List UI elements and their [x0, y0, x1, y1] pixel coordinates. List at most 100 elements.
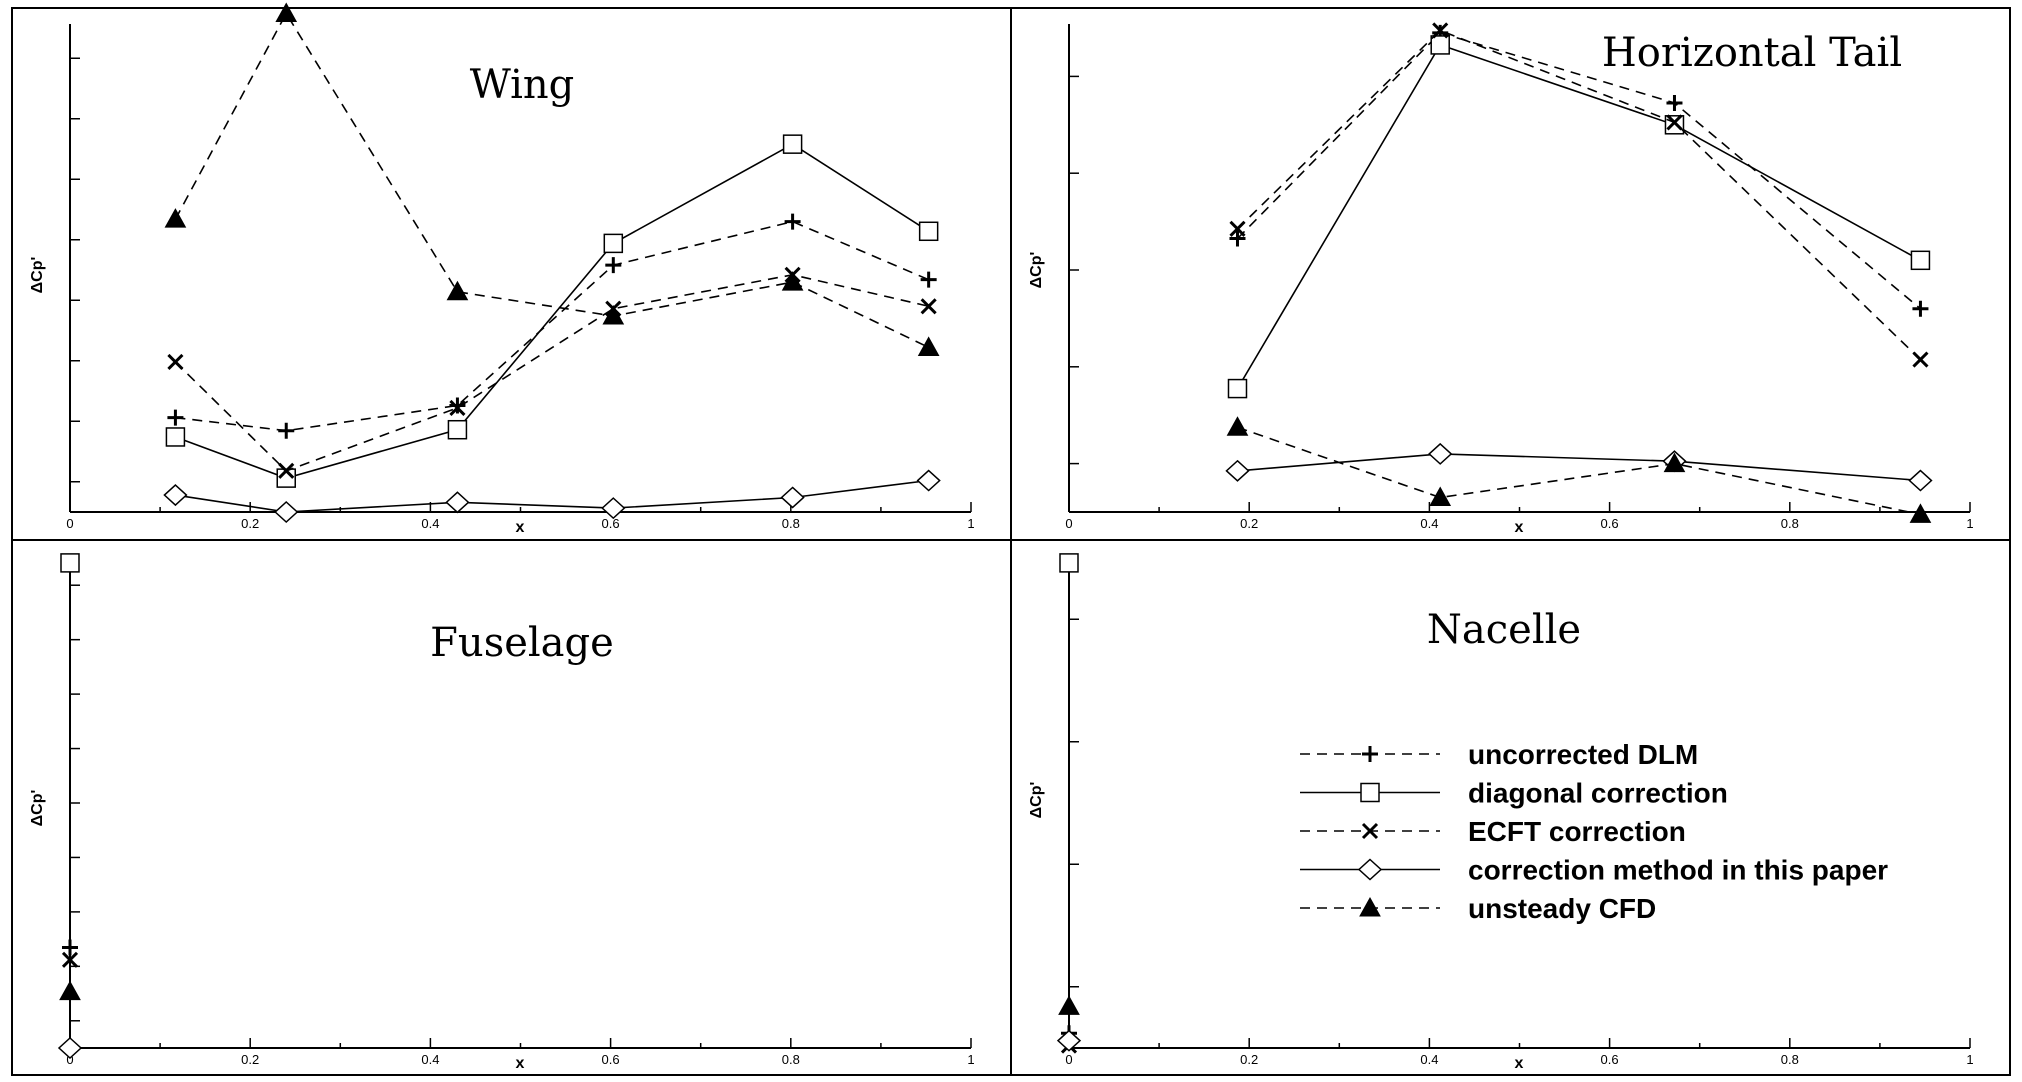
data-point-uncorrected-dlm: [1229, 230, 1246, 247]
data-point-unsteady-cfd: [164, 208, 187, 228]
panel-frame-nacelle: [1010, 539, 2011, 1076]
legend-item-diagonal-correction: diagonal correction: [1300, 778, 1728, 809]
x-tick-label: 0: [1065, 516, 1072, 531]
legend-marker-correction-method-in-this-paper: [1357, 858, 1383, 881]
legend-item-ecft-correction: ECFT correction: [1300, 816, 1686, 847]
data-point-diagonal-correction: [165, 427, 186, 447]
legend-label: diagonal correction: [1468, 778, 1728, 809]
chart-panel-nacelle: 0 0.2 0.4 0.6 0.8 1 x ΔCp' Nacelle: [1028, 553, 1974, 1072]
legend-item-unsteady-cfd: unsteady CFD: [1300, 893, 1656, 924]
data-point-correction-method-in-this-paper: [445, 491, 470, 514]
series-line-uncorrected-dlm: [175, 220, 930, 432]
data-point-uncorrected-dlm: [784, 213, 801, 230]
chart-legend: uncorrected DLM diagonal correction ECFT c…: [1300, 739, 1888, 924]
x-tick-label: 0.6: [602, 516, 620, 531]
data-point-unsteady-cfd: [446, 280, 469, 301]
x-tick-label: 0.6: [1601, 516, 1619, 531]
legend-label: correction method in this paper: [1468, 855, 1888, 886]
series-line-unsteady-cfd: [174, 11, 930, 349]
legend-label: unsteady CFD: [1468, 893, 1656, 924]
data-point-unsteady-cfd: [917, 336, 940, 356]
data-point-uncorrected-dlm: [278, 422, 295, 439]
legend-marker-uncorrected-dlm: [1362, 746, 1378, 762]
x-tick-label: 1: [1966, 1052, 1973, 1067]
data-point-correction-method-in-this-paper: [1056, 1029, 1082, 1052]
series-diagonal-correction: [60, 553, 80, 573]
x-tick-label: 0.8: [782, 516, 800, 531]
x-tick-label: 0.8: [1781, 516, 1799, 531]
data-point-unsteady-cfd: [1909, 503, 1932, 523]
x-axis-label: x: [516, 519, 525, 536]
x-tick-label: 0: [66, 1052, 73, 1067]
data-point-diagonal-correction: [603, 233, 624, 254]
data-point-ecft-correction: [1666, 114, 1683, 131]
series-diagonal-correction: [1227, 35, 1931, 399]
data-point-diagonal-correction: [918, 221, 939, 242]
legend-marker-ecft-correction: [1361, 822, 1379, 840]
data-point-ecft-correction: [449, 399, 466, 417]
series-diagonal-correction: [165, 134, 939, 488]
x-tick-label: 0.4: [421, 1052, 439, 1067]
x-tick-label: 0.8: [1781, 1052, 1799, 1067]
x-tick-label: 0.2: [1240, 516, 1258, 531]
data-point-uncorrected-dlm: [605, 257, 622, 274]
series-line-uncorrected-dlm: [1236, 31, 1921, 310]
x-tick-label: 1: [967, 516, 974, 531]
data-point-diagonal-correction: [1664, 115, 1685, 135]
x-tick-label: 0: [1065, 1052, 1072, 1067]
series-ecft-correction: [1229, 22, 1929, 368]
series-line-ecft-correction: [174, 273, 929, 472]
series-uncorrected-dlm: [167, 213, 937, 439]
x-tick-label: 0.2: [1240, 1052, 1258, 1067]
data-point-ecft-correction: [1432, 22, 1449, 39]
x-tick-label: 0.8: [782, 1052, 800, 1067]
data-point-diagonal-correction: [1227, 378, 1248, 399]
data-point-unsteady-cfd: [1226, 416, 1249, 436]
panel-title: Horizontal Tail: [1602, 30, 1902, 76]
series-correction-method-in-this-paper: [1056, 1029, 1082, 1052]
x-tick-label: 1: [1966, 516, 1973, 531]
data-point-unsteady-cfd: [781, 271, 804, 291]
series-unsteady-cfd: [1226, 416, 1932, 523]
legend-marker-diagonal-correction: [1360, 782, 1380, 803]
series-unsteady-cfd: [59, 980, 81, 1001]
data-point-ecft-correction: [1912, 351, 1929, 368]
y-axis-label: ΔCp': [1028, 252, 1045, 289]
data-point-ecft-correction: [920, 298, 937, 315]
legend-label: uncorrected DLM: [1468, 739, 1698, 770]
data-point-diagonal-correction: [60, 553, 80, 573]
legend-item-uncorrected-dlm: uncorrected DLM: [1300, 739, 1698, 770]
x-tick-label: 0.4: [1420, 1052, 1438, 1067]
data-point-unsteady-cfd: [275, 2, 298, 22]
x-tick-label: 0.2: [241, 516, 259, 531]
data-point-ecft-correction: [167, 353, 184, 371]
series-uncorrected-dlm: [62, 939, 78, 956]
data-point-correction-method-in-this-paper: [1225, 459, 1250, 482]
series-correction-method-in-this-paper: [57, 1036, 83, 1060]
data-point-ecft-correction: [1229, 220, 1246, 237]
x-axis-label: x: [1515, 519, 1524, 536]
x-tick-label: 0.4: [421, 516, 439, 531]
x-tick-label: 0.6: [1601, 1052, 1619, 1067]
chart-panel-wing: 0 0.2 0.4 0.6 0.8 1 x ΔCp' Wing: [29, 2, 975, 536]
data-point-ecft-correction: [61, 951, 79, 968]
y-axis-label: ΔCp': [29, 257, 46, 294]
data-point-unsteady-cfd: [59, 980, 81, 1001]
panel-title: Nacelle: [1427, 607, 1581, 653]
data-point-correction-method-in-this-paper: [1428, 442, 1453, 465]
series-unsteady-cfd: [164, 2, 940, 356]
y-axis-label: ΔCp': [1028, 782, 1045, 819]
data-point-uncorrected-dlm: [920, 271, 937, 288]
data-point-correction-method-in-this-paper: [57, 1036, 83, 1060]
series-correction-method-in-this-paper: [163, 469, 941, 524]
x-tick-label: 1: [967, 1052, 974, 1067]
data-point-unsteady-cfd: [1058, 995, 1080, 1015]
data-point-correction-method-in-this-paper: [163, 484, 188, 507]
legend-marker-unsteady-cfd: [1359, 896, 1381, 917]
series-line-unsteady-cfd: [1237, 426, 1921, 516]
panel-title: Wing: [470, 62, 575, 108]
legend-item-correction-method-in-this-paper: correction method in this paper: [1300, 855, 1888, 886]
x-tick-label: 0: [66, 516, 73, 531]
data-point-uncorrected-dlm: [1666, 95, 1683, 112]
